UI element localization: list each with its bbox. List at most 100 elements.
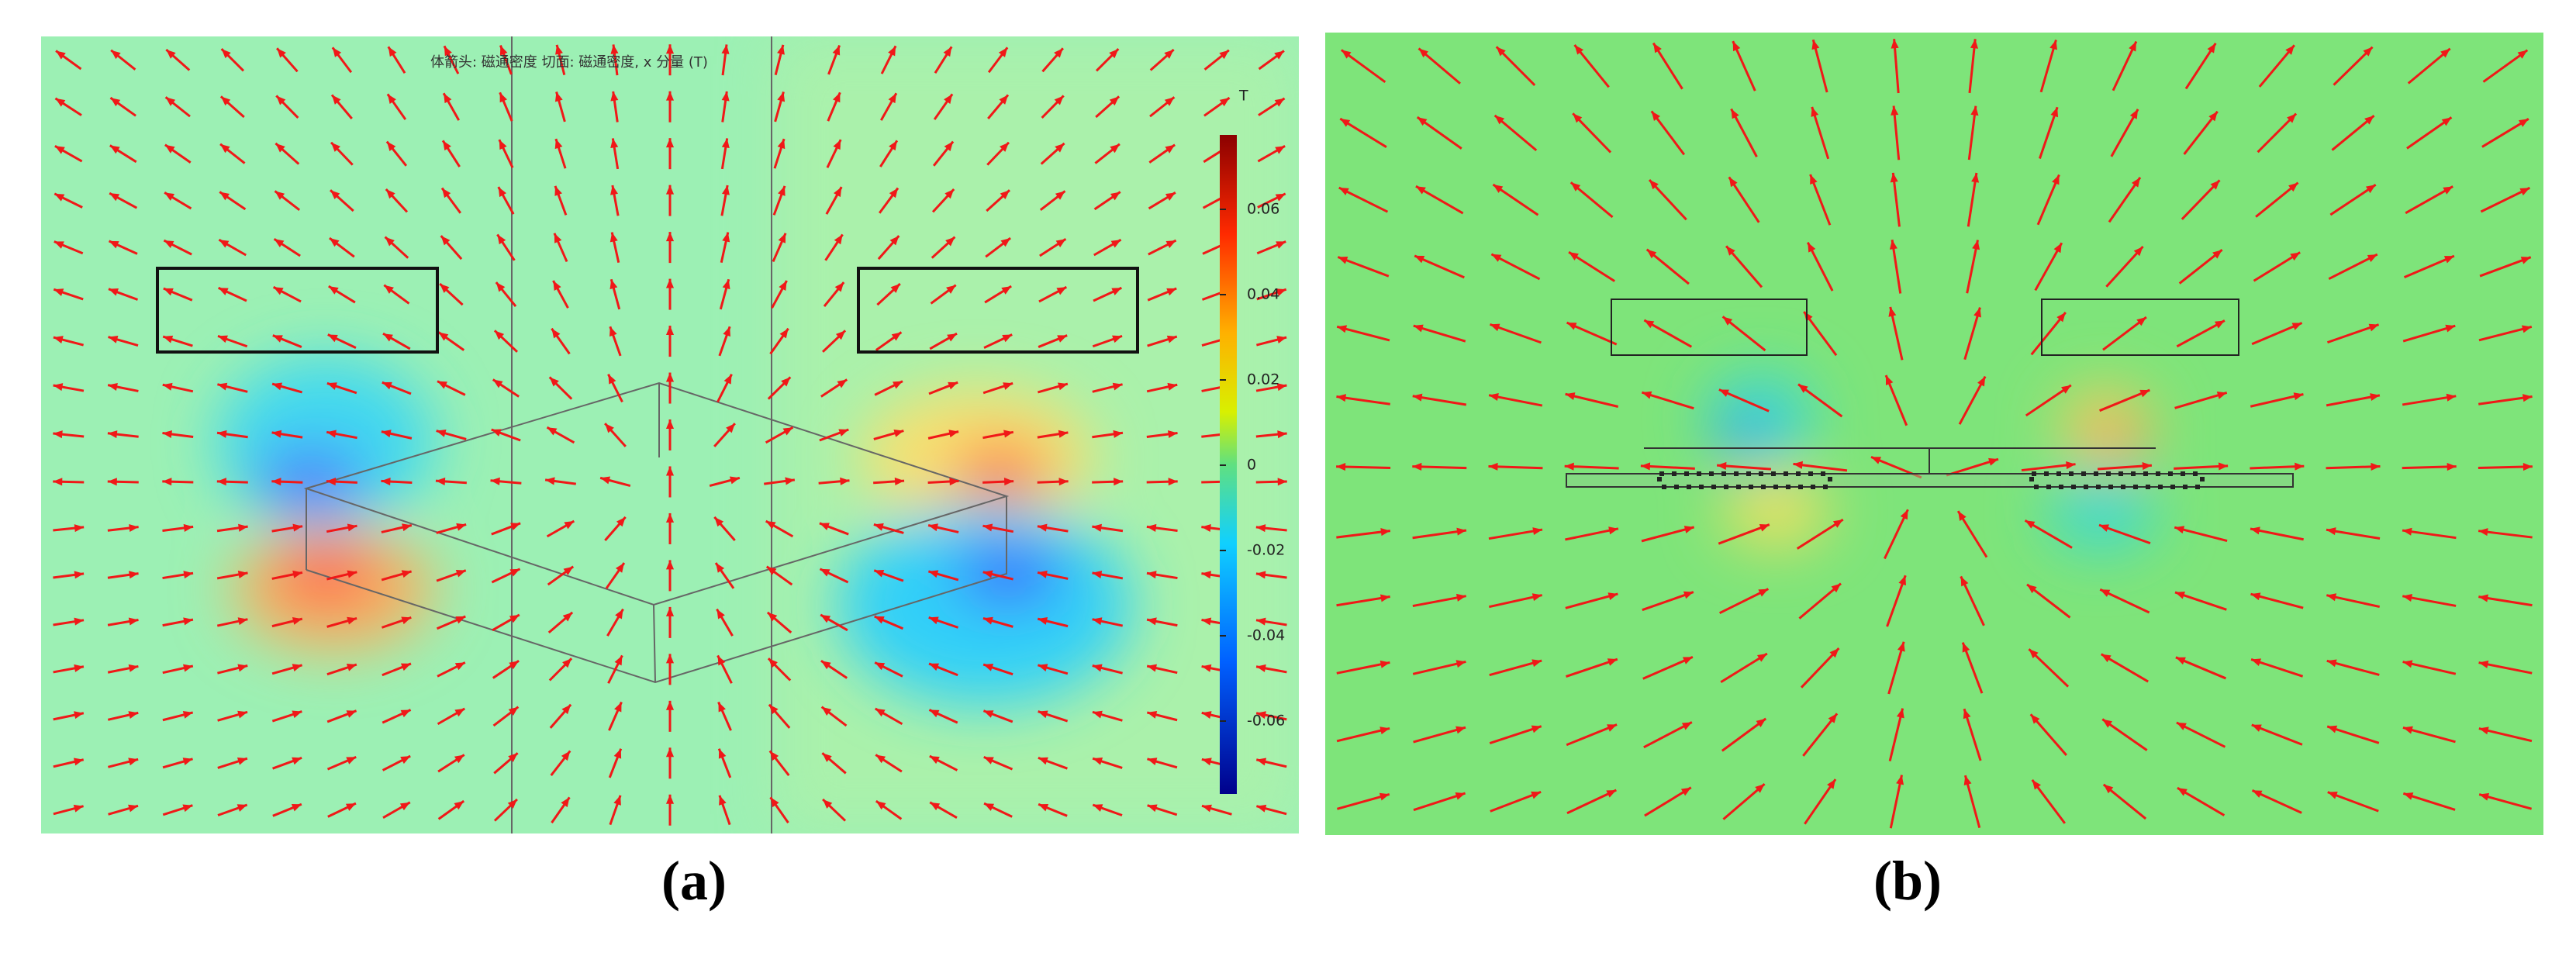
arrow-head (615, 609, 623, 620)
arrow-head (165, 97, 176, 106)
arrow-head (509, 661, 520, 670)
arrow-head (1003, 430, 1013, 438)
arrow-head (665, 700, 675, 710)
arrow-head (1000, 190, 1010, 200)
arrow-head (237, 710, 248, 719)
arrow-head (509, 614, 520, 623)
arrow-head (610, 185, 618, 195)
arrow-head (874, 616, 885, 624)
arrow-head (53, 336, 64, 343)
arrow-head (388, 47, 397, 57)
arrow-head (665, 654, 675, 664)
arrow-head (2402, 527, 2412, 536)
arrow-head (219, 192, 230, 201)
arrow-head (982, 570, 993, 578)
arrow-head (440, 236, 451, 246)
arrow-head (2102, 719, 2112, 728)
arrow-head (1201, 758, 1212, 766)
background (1325, 33, 2543, 835)
colorbar (1220, 135, 1237, 794)
arrow-head (401, 616, 412, 625)
arrow-head (74, 571, 85, 579)
arrow-head (610, 91, 619, 102)
arrow-head (499, 92, 507, 103)
arrow-head (834, 282, 844, 292)
arrow-head (722, 185, 730, 195)
arrow-head (561, 704, 571, 715)
arrow-head (837, 379, 848, 388)
arrow-head (1962, 642, 1970, 653)
arrow-head (220, 143, 230, 154)
arrow-head (1831, 583, 1842, 593)
arrow-head (2061, 385, 2071, 394)
arrow-head (610, 44, 619, 54)
arrow-head (1644, 319, 1655, 329)
arrow-head (613, 795, 621, 806)
arrow-head (331, 95, 341, 105)
arrow-head (496, 282, 506, 292)
arrow-head (1531, 659, 1542, 668)
arrow-head (665, 138, 675, 148)
arrow-head (1201, 571, 1211, 579)
arrow-head (387, 94, 396, 105)
arrow-head (292, 570, 302, 578)
arrow-head (2519, 188, 2530, 196)
arrow-head (665, 372, 675, 382)
arrow-head (272, 335, 283, 343)
arrow-head (889, 140, 897, 151)
arrow-head (929, 709, 940, 718)
arrow-head (1759, 524, 1770, 532)
arrow-head (271, 478, 281, 486)
arrow-head (820, 661, 831, 670)
arrow-head (128, 711, 139, 719)
arrow-head (608, 374, 616, 385)
arrow-head (1680, 787, 1691, 796)
arrow-head (833, 92, 841, 103)
arrow-head (553, 281, 561, 291)
arrow-head (821, 706, 832, 716)
arrow-head (929, 756, 940, 764)
arrow-head (54, 288, 64, 296)
arrow-head (1607, 592, 1618, 600)
arrow-head (777, 91, 786, 102)
arrow-head (2251, 658, 2262, 667)
arrow-head (889, 188, 898, 198)
arrow-head (2403, 792, 2414, 800)
arrow-head (1146, 523, 1157, 532)
arrow-head (2288, 182, 2298, 192)
arrow-head (1896, 775, 1904, 785)
arrow-head (2478, 594, 2488, 602)
arrow-head (1811, 106, 1819, 117)
coil-box (156, 267, 439, 354)
arrow-head (873, 523, 884, 531)
arrow-head (129, 571, 139, 579)
coil-box (857, 267, 1139, 354)
arrow-head (385, 188, 395, 199)
arrow-head (498, 187, 506, 198)
arrow-head (2365, 185, 2376, 194)
arrow-head (454, 801, 464, 810)
arrow-head (928, 570, 939, 578)
arrow-head (1531, 593, 1542, 602)
arrow-head (2447, 462, 2457, 471)
arrow-head (1494, 115, 1505, 125)
arrow-head (1146, 571, 1157, 579)
arrow-head (1413, 324, 1424, 333)
arrow-head (237, 664, 248, 672)
arrow-head (109, 145, 120, 154)
arrow-head (1646, 249, 1657, 259)
caption: (b) (1873, 850, 1942, 912)
arrow-head (609, 326, 617, 337)
arrow-head (218, 288, 229, 295)
arrow-head (435, 477, 446, 485)
field-blobs (217, 357, 1132, 706)
arrow-head (1274, 98, 1285, 107)
arrow-head (2402, 660, 2413, 668)
arrow-head (347, 523, 357, 532)
arrow-head (508, 753, 518, 762)
arrow-head (1574, 44, 1584, 55)
arrow-head (1058, 430, 1069, 438)
arrow-head (1564, 462, 1574, 471)
arrow-head (497, 234, 506, 245)
arrow-head (128, 664, 139, 672)
